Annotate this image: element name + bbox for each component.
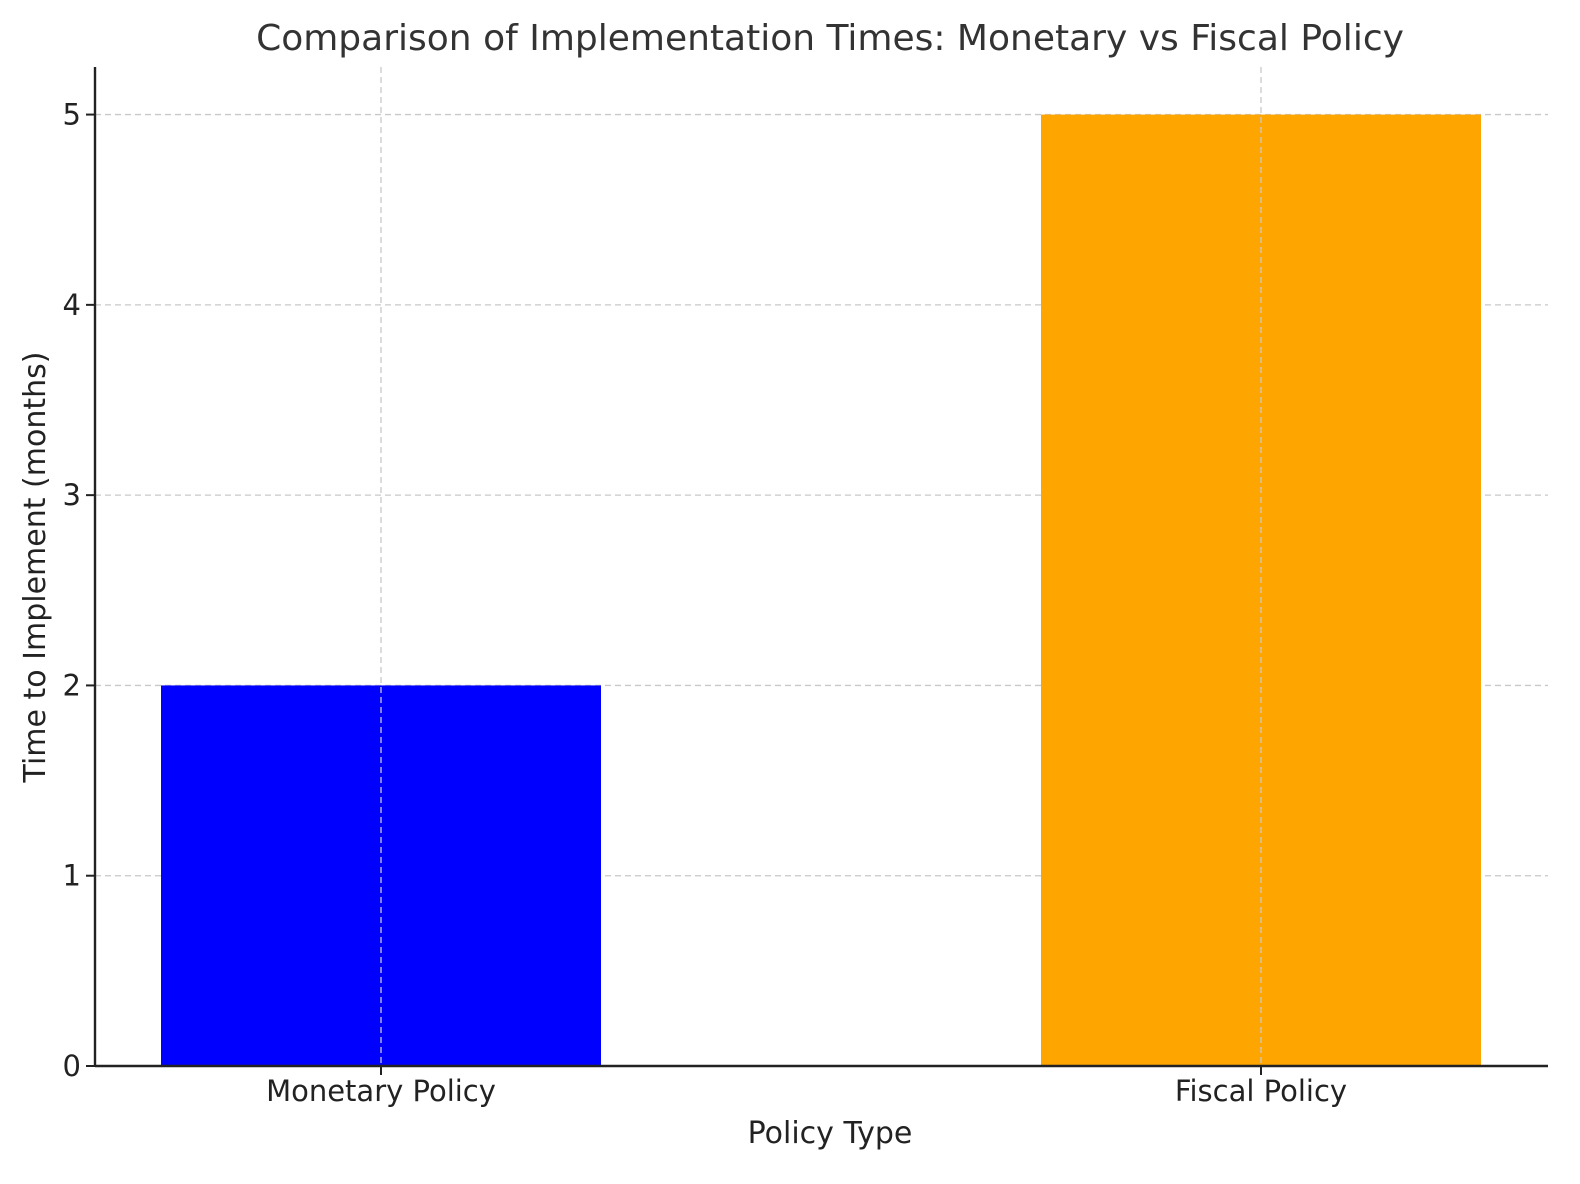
y-tick-label: 4 [63, 288, 81, 322]
vertical-grid [380, 67, 1262, 1066]
y-tick-label: 1 [63, 859, 81, 893]
y-axis-label: Time to Implement (months) [18, 352, 53, 784]
y-tick-label: 5 [63, 98, 81, 132]
y-tick-label: 3 [63, 478, 81, 512]
x-tick-label: Monetary Policy [266, 1074, 496, 1108]
bars [161, 114, 1481, 1067]
x-tick-label: Fiscal Policy [1175, 1074, 1347, 1108]
y-tick-label: 0 [63, 1049, 81, 1083]
axes [93, 67, 1548, 1068]
x-ticks: Monetary Policy Fiscal Policy [266, 1066, 1347, 1108]
chart-title: Comparison of Implementation Times: Mone… [256, 18, 1404, 59]
x-axis-label: Policy Type [748, 1116, 913, 1151]
y-tick-label: 2 [63, 668, 81, 702]
y-ticks: 0 1 2 3 4 5 [63, 98, 95, 1083]
